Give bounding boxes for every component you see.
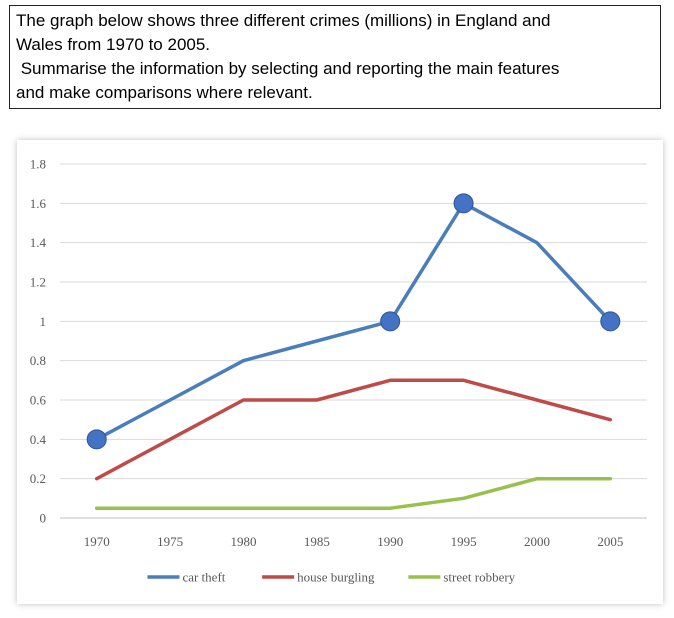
task-prompt: The graph below shows three different cr…: [9, 5, 661, 109]
data-point-car-theft-2005: [600, 311, 621, 332]
y-tick-label-0: 0: [40, 511, 47, 526]
y-tick-label-1.6: 1.6: [30, 196, 47, 211]
line-chart: 00.20.40.60.811.21.41.61.8 1970 1975 1980 1…: [30, 157, 647, 585]
series-line-street-robbery: [94, 476, 613, 510]
legend: car theft house burgling street robbery: [147, 570, 516, 585]
y-axis-ticks: 0 0.2 0.4 0.6 0.8 1 1.2 1.4 1.6 1.8: [30, 157, 47, 526]
x-tick-label-1980: 1980: [230, 534, 256, 549]
x-tick-label-1975: 1975: [157, 534, 183, 549]
y-tick-label-0.8: 0.8: [30, 353, 46, 368]
x-tick-label-1995: 1995: [451, 534, 477, 549]
y-tick-label-0.6: 0.6: [30, 393, 47, 408]
y-tick-label-1.8: 1.8: [30, 157, 46, 172]
data-point-car-theft-1995: [453, 193, 474, 214]
prompt-line-4: and make comparisons where relevant.: [16, 83, 313, 102]
data-point-car-theft-1990: [380, 311, 401, 332]
series-markers: [86, 193, 621, 450]
y-tick-label-1.2: 1.2: [30, 275, 46, 290]
data-point-car-theft-1970: [86, 429, 107, 450]
legend-label-car-theft: car theft: [182, 570, 225, 585]
x-tick-label-1985: 1985: [304, 534, 330, 549]
legend-label-street-robbery: street robbery: [443, 570, 515, 585]
y-tick-label-0.4: 0.4: [30, 432, 47, 447]
line-chart-card: 0 0.2 0.4 0.6 0.8 1 1.2 1.4 1.6 1.8 1970 1975 1980 1…: [17, 140, 663, 604]
y-tick-label-1: 1: [40, 314, 47, 329]
x-tick-label-2005: 2005: [597, 534, 623, 549]
prompt-line-1: The graph below shows three different cr…: [16, 11, 551, 30]
x-axis-ticks: 1970 1975 1980 1985 1990 1995 2000 2005: [84, 534, 624, 549]
series-lines: [94, 201, 613, 510]
prompt-line-3: Summarise the information by selecting a…: [16, 59, 560, 78]
x-tick-label-2000: 2000: [524, 534, 550, 549]
x-tick-label-1970: 1970: [84, 534, 110, 549]
series-line-house-burgling: [94, 378, 613, 481]
y-tick-label-0.2: 0.2: [30, 471, 46, 486]
gridlines: [60, 163, 647, 519]
legend-label-house-burgling: house burgling: [297, 570, 375, 585]
series-line-car-theft: [94, 201, 613, 442]
prompt-line-2: Wales from 1970 to 2005.: [16, 35, 211, 54]
y-tick-label-1.4: 1.4: [30, 235, 47, 250]
x-tick-label-1990: 1990: [377, 534, 403, 549]
